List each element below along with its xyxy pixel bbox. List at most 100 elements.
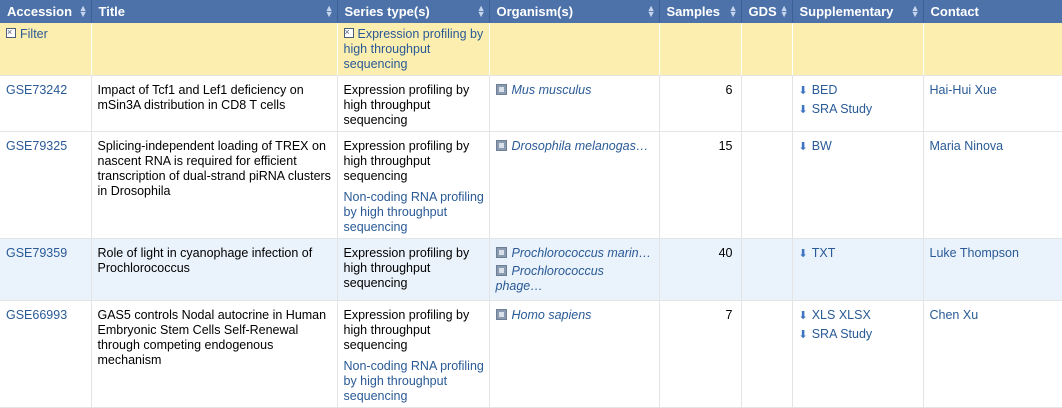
sort-arrows-icon[interactable]: ▲ ▼ (910, 3, 920, 19)
column-header-organism-s[interactable]: Organism(s) ▲ ▼ (489, 0, 660, 23)
organism-link[interactable]: Prochlorococcus phage… (495, 264, 604, 293)
organism-cell: Prochlorococcus marin… Prochlorococcus ph… (489, 238, 660, 301)
title-text: GAS5 controls Nodal autocrine in Human E… (97, 308, 327, 367)
title-text: Splicing-independent loading of TREX on … (97, 139, 331, 198)
series-type-cell: Expression profiling by high throughput … (337, 300, 490, 408)
organism-link[interactable]: Prochlorococcus marin… (511, 246, 652, 260)
table-row: GSE79325 Splicing-independent loading of … (0, 131, 1062, 239)
accession-link[interactable]: GSE79359 (6, 246, 68, 260)
contact-cell: Chen Xu (923, 300, 1062, 408)
samples-count: 7 (725, 308, 733, 322)
contact-link[interactable]: Luke Thompson (929, 246, 1019, 260)
contact-link[interactable]: Hai-Hui Xue (929, 83, 997, 97)
gds-cell (741, 131, 793, 239)
sort-arrows-icon[interactable]: ▲ ▼ (646, 3, 656, 19)
samples-count: 40 (718, 246, 733, 260)
table-row: GSE66993 GAS5 controls Nodal autocrine in… (0, 300, 1062, 408)
taxonomy-icon[interactable] (495, 309, 507, 320)
title-text: Role of light in cyanophage infection of… (97, 246, 313, 275)
download-link[interactable]: ⬇ XLS XLSX (799, 308, 919, 324)
column-header-supplementary[interactable]: Supplementary ▲ ▼ (792, 0, 924, 23)
taxonomy-icon[interactable] (495, 265, 507, 276)
title-text: Impact of Tcf1 and Lef1 deficiency on mS… (97, 83, 304, 112)
remove-filter-icon[interactable] (343, 25, 354, 40)
filter-row: Filter Expression profiling by high thro… (0, 23, 1062, 76)
title-cell: Role of light in cyanophage infection of… (91, 238, 338, 301)
accession-link[interactable]: GSE79325 (6, 139, 68, 153)
series-type-cell: Expression profiling by high throughput … (337, 131, 490, 239)
taxonomy-icon[interactable] (495, 84, 507, 95)
series-type-cell: Expression profiling by high throughput … (337, 75, 490, 132)
gds-cell (741, 75, 793, 132)
filter-toggle-icon[interactable] (6, 25, 16, 40)
samples-cell: 15 (659, 131, 742, 239)
download-arrow-icon: ⬇ (798, 85, 808, 97)
title-cell: GAS5 controls Nodal autocrine in Human E… (91, 300, 338, 408)
organism-link[interactable]: Homo sapiens (511, 308, 592, 322)
series-type-filter-link[interactable]: Expression profiling by high throughput … (343, 27, 484, 71)
column-header-title[interactable]: Title ▲ ▼ (91, 0, 338, 23)
supplementary-file-link[interactable]: TXT (811, 246, 836, 260)
supplementary-file-link[interactable]: SRA Study (811, 102, 873, 116)
column-header-samples[interactable]: Samples ▲ ▼ (659, 0, 742, 23)
accession-link[interactable]: GSE73242 (6, 83, 68, 97)
taxonomy-icon[interactable] (495, 247, 507, 258)
samples-cell: 40 (659, 238, 742, 301)
organism-link[interactable]: Drosophila melanogas… (511, 139, 649, 153)
title-cell: Impact of Tcf1 and Lef1 deficiency on mS… (91, 75, 338, 132)
sort-arrows-icon[interactable]: ▲ ▼ (728, 3, 738, 19)
accession-link[interactable]: GSE66993 (6, 308, 68, 322)
accession-cell: GSE79325 (0, 131, 92, 239)
series-type-cell: Expression profiling by high throughput … (337, 238, 490, 301)
supplementary-cell: ⬇ BED ⬇ SRA Study (792, 75, 924, 132)
series-type-link[interactable]: Non-coding RNA profiling by high through… (343, 190, 484, 234)
column-header-contact[interactable]: Contact (923, 0, 1062, 23)
download-link[interactable]: ⬇ SRA Study (799, 327, 919, 343)
contact-cell: Maria Ninova (923, 131, 1062, 239)
series-type-link[interactable]: Non-coding RNA profiling by high through… (343, 359, 484, 403)
filter-link[interactable]: Filter (20, 27, 48, 41)
column-header-gds[interactable]: GDS ▲ ▼ (741, 0, 793, 23)
contact-link[interactable]: Maria Ninova (929, 139, 1004, 153)
table-row: GSE79359 Role of light in cyanophage infe… (0, 238, 1062, 301)
download-link[interactable]: ⬇ BW (799, 139, 919, 155)
filter-cell[interactable]: Filter (0, 23, 92, 76)
download-arrow-icon: ⬇ (798, 329, 808, 341)
supplementary-file-link[interactable]: BED (811, 83, 838, 97)
download-arrow-icon: ⬇ (798, 310, 808, 322)
samples-cell: 7 (659, 300, 742, 408)
organism-link[interactable]: Mus musculus (511, 83, 592, 97)
supplementary-file-link[interactable]: XLS XLSX (811, 308, 871, 322)
series-type-text: Expression profiling by high throughput … (343, 246, 470, 290)
header-row: Accession ▲ ▼ Title ▲ ▼ Series type(s) ▲ ▼ Organi… (0, 0, 1062, 23)
accession-cell: GSE66993 (0, 300, 92, 408)
title-cell: Splicing-independent loading of TREX on … (91, 131, 338, 239)
sort-arrows-icon[interactable]: ▲ ▼ (78, 3, 88, 19)
series-type-filter[interactable]: Expression profiling by high throughput … (337, 23, 490, 76)
series-type-text: Expression profiling by high throughput … (343, 139, 470, 183)
series-type-text: Expression profiling by high throughput … (343, 83, 470, 127)
gds-cell (741, 238, 793, 301)
supplementary-file-link[interactable]: BW (811, 139, 832, 153)
organism-cell: Homo sapiens (489, 300, 660, 408)
contact-cell: Luke Thompson (923, 238, 1062, 301)
contact-cell: Hai-Hui Xue (923, 75, 1062, 132)
download-arrow-icon: ⬇ (798, 141, 808, 153)
supplementary-file-link[interactable]: SRA Study (811, 327, 873, 341)
organism-cell: Drosophila melanogas… (489, 131, 660, 239)
contact-link[interactable]: Chen Xu (929, 308, 979, 322)
download-link[interactable]: ⬇ SRA Study (799, 102, 919, 118)
download-link[interactable]: ⬇ BED (799, 83, 919, 99)
download-link[interactable]: ⬇ TXT (799, 246, 919, 262)
sort-arrows-icon[interactable]: ▲ ▼ (324, 3, 334, 19)
series-type-text: Expression profiling by high throughput … (343, 308, 470, 352)
sort-arrows-icon[interactable]: ▲ ▼ (476, 3, 486, 19)
organism-cell: Mus musculus (489, 75, 660, 132)
supplementary-cell: ⬇ TXT (792, 238, 924, 301)
column-header-series-type-s[interactable]: Series type(s) ▲ ▼ (337, 0, 490, 23)
sort-arrows-icon[interactable]: ▲ ▼ (779, 3, 789, 19)
table-row: GSE73242 Impact of Tcf1 and Lef1 deficien… (0, 75, 1062, 132)
column-header-accession[interactable]: Accession ▲ ▼ (0, 0, 92, 23)
taxonomy-icon[interactable] (495, 140, 507, 151)
